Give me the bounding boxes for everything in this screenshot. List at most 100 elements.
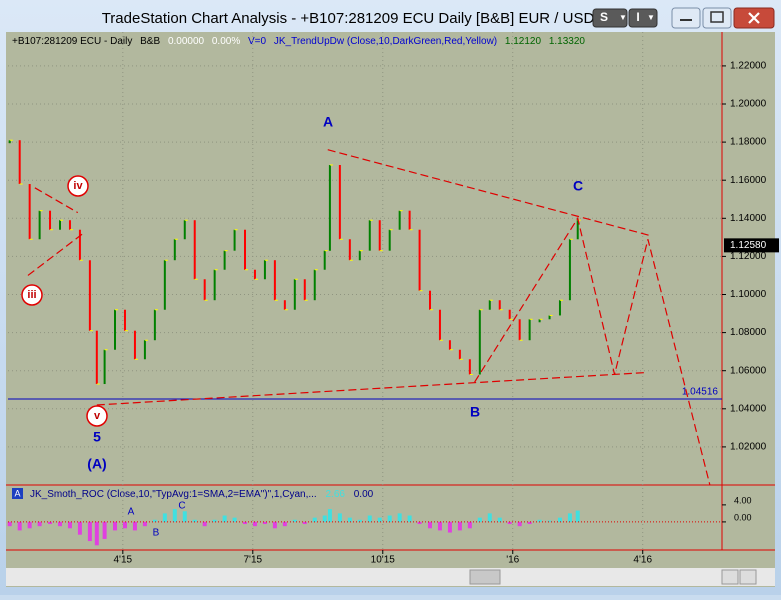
- header-value: 1.13320: [549, 36, 586, 47]
- roc-bar: [222, 515, 227, 522]
- roc-bar: [575, 510, 580, 522]
- roc-bar: [367, 515, 372, 522]
- x-tick-label: 7'15: [243, 555, 262, 566]
- header-indicator: JK_TrendUpDw (Close,10,DarkGreen,Red,Yel…: [274, 36, 497, 47]
- trendline: [34, 187, 79, 214]
- wave-label: iv: [73, 180, 83, 192]
- indicator-value: 0.00: [354, 489, 374, 500]
- wave-label: iii: [27, 289, 36, 301]
- y-tick-label: 1.14000: [730, 213, 767, 224]
- roc-bar: [397, 513, 402, 522]
- roc-bar: [57, 521, 62, 527]
- roc-bar: [567, 513, 572, 522]
- wave-label: B: [470, 404, 480, 420]
- last-price-label: 1.12580: [730, 240, 767, 251]
- roc-bar: [427, 521, 432, 529]
- scroll-thumb[interactable]: [469, 569, 501, 585]
- roc-bar: [387, 515, 392, 522]
- roc-bar: [547, 520, 552, 522]
- roc-bar: [467, 521, 472, 529]
- y-tick-label: 1.22000: [730, 61, 767, 72]
- wave-label: C: [573, 178, 583, 194]
- header-change: 0.00000: [168, 36, 205, 47]
- y-tick-label: 1.08000: [730, 327, 767, 338]
- roc-bar: [152, 519, 157, 522]
- i-button[interactable]: I ▼: [628, 8, 658, 28]
- indicator-label: C: [178, 501, 185, 512]
- roc-bar: [252, 521, 257, 527]
- x-tick-label: 10'15: [371, 555, 396, 566]
- roc-bar: [37, 521, 42, 527]
- roc-bar: [102, 521, 107, 539]
- window-title: TradeStation Chart Analysis - +B107:2812…: [102, 10, 595, 27]
- roc-bar: [232, 517, 237, 522]
- roc-bar: [507, 521, 512, 525]
- roc-bar: [347, 517, 352, 522]
- y-tick-label: 1.02000: [730, 442, 767, 453]
- roc-bar: [172, 509, 177, 522]
- roc-bar: [517, 521, 522, 527]
- roc-bar: [272, 521, 277, 529]
- wave-circle: [67, 175, 89, 197]
- roc-bar: [327, 509, 332, 522]
- roc-bar: [132, 521, 137, 531]
- wave-label: A: [323, 114, 333, 130]
- roc-bar: [48, 521, 53, 525]
- trendline: [327, 149, 650, 237]
- wave-circle: [21, 284, 43, 306]
- header-symbol: +B107:281209 ECU - Daily: [12, 36, 132, 47]
- last-price-box: [724, 238, 779, 253]
- trendline: [474, 216, 711, 486]
- roc-bar: [457, 521, 462, 531]
- header-change-pct: 0.00%: [212, 36, 240, 47]
- indicator-header: JK_Smoth_ROC (Close,10,"TypAvg:1=SMA,2=E…: [30, 489, 374, 500]
- roc-bar: [27, 521, 32, 529]
- roc-bar: [94, 521, 99, 546]
- svg-text:▼: ▼: [647, 13, 655, 22]
- y-tick-label: 1.12000: [730, 251, 767, 262]
- y-tick-label: 1.16000: [730, 175, 767, 186]
- roc-bar: [302, 521, 307, 525]
- close-button[interactable]: [733, 7, 775, 29]
- roc-bar: [87, 521, 92, 542]
- y-tick-label: 1.18000: [730, 137, 767, 148]
- x-tick-label: 4'15: [114, 555, 133, 566]
- zoom-button[interactable]: [721, 569, 739, 585]
- button-label: S: [600, 10, 608, 24]
- roc-bar: [537, 519, 542, 522]
- indicator-badge-label: A: [14, 488, 20, 498]
- roc-bar: [67, 521, 72, 529]
- wave-label: v: [94, 410, 101, 422]
- s-button[interactable]: S ▼: [592, 8, 628, 28]
- roc-bar: [527, 521, 532, 525]
- wave-circle: [86, 405, 108, 427]
- roc-bar: [497, 517, 502, 522]
- y-tick-label: 1.10000: [730, 289, 767, 300]
- wave-label: 5: [93, 429, 101, 445]
- roc-bar: [357, 519, 362, 522]
- roc-bar: [447, 521, 452, 533]
- scrollbar[interactable]: [6, 568, 775, 586]
- x-tick-label: 4'16: [633, 555, 652, 566]
- trendline: [96, 372, 645, 406]
- roc-bar: [557, 517, 562, 522]
- roc-bar: [192, 519, 197, 522]
- roc-bar: [212, 519, 217, 522]
- roc-bar: [282, 521, 287, 527]
- maximize-button[interactable]: [702, 7, 732, 29]
- wave-label: (A): [87, 456, 106, 472]
- roc-bar: [182, 511, 187, 522]
- roc-bar: [202, 521, 207, 527]
- indicator-label: A: [128, 507, 135, 518]
- roc-bar: [337, 513, 342, 522]
- y-tick-label: 1.04000: [730, 403, 767, 414]
- zoom-button[interactable]: [739, 569, 757, 585]
- y-tick-label: 1.20000: [730, 99, 767, 110]
- roc-bar: [162, 513, 167, 522]
- svg-text:▼: ▼: [619, 13, 627, 22]
- roc-bar: [377, 517, 382, 522]
- header-study: B&B: [140, 36, 160, 47]
- header-volume: V=0: [248, 36, 267, 47]
- roc-bar: [487, 513, 492, 522]
- minimize-button[interactable]: [671, 7, 701, 29]
